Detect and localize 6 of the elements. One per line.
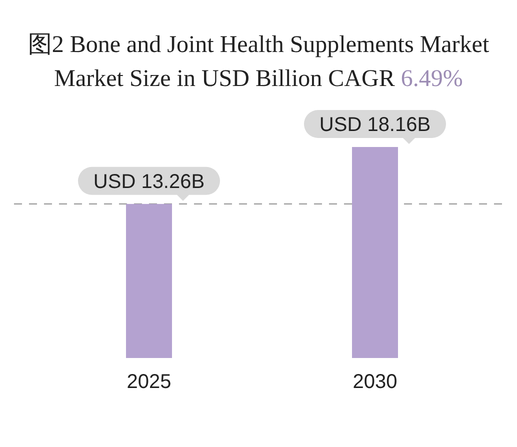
x-tick-label: 2025 [126,371,172,393]
data-label: USD 13.26B [93,170,205,193]
chart-subtitle: Market Size in USD Billion CAGR 6.49% [54,66,463,92]
chart-title: 图2 Bone and Joint Health Supplements Market [28,32,490,58]
x-tick-label: 2030 [352,371,398,393]
data-label: USD 18.16B [319,114,431,136]
